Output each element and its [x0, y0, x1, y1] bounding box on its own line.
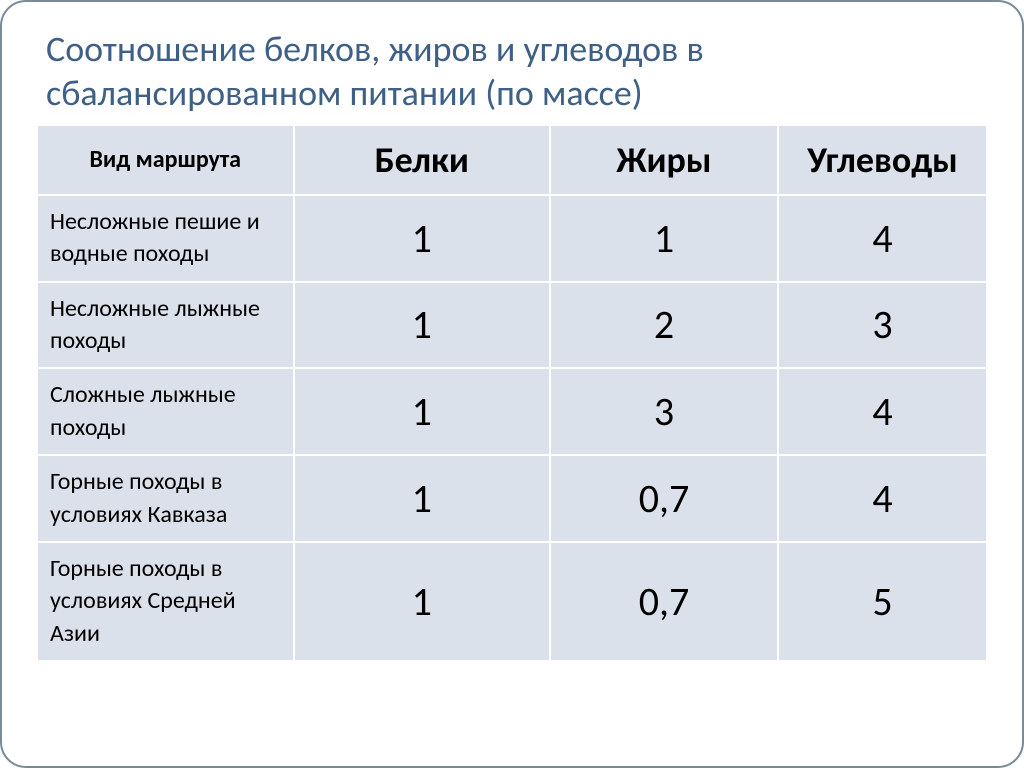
- col-header-fat: Жиры: [550, 125, 778, 195]
- cell-fat: 3: [550, 368, 778, 455]
- cell-protein: 1: [294, 195, 551, 282]
- row-label: Несложные лыжные походы: [37, 282, 294, 369]
- table-row: Горные походы в условиях Средней Азии 1 …: [37, 542, 987, 661]
- page-title: Соотношение белков, жиров и углеводов в …: [36, 28, 988, 116]
- cell-fat: 1: [550, 195, 778, 282]
- cell-carb: 4: [778, 368, 987, 455]
- table-row: Несложные лыжные походы 1 2 3: [37, 282, 987, 369]
- cell-protein: 1: [294, 368, 551, 455]
- row-label: Несложные пешие и водные походы: [37, 195, 294, 282]
- cell-fat: 0,7: [550, 455, 778, 542]
- col-header-carb: Углеводы: [778, 125, 987, 195]
- table-row: Сложные лыжные походы 1 3 4: [37, 368, 987, 455]
- cell-protein: 1: [294, 282, 551, 369]
- nutrition-ratio-table: Вид маршрута Белки Жиры Углеводы Несложн…: [36, 124, 988, 662]
- row-label: Сложные лыжные походы: [37, 368, 294, 455]
- table-row: Несложные пешие и водные походы 1 1 4: [37, 195, 987, 282]
- cell-protein: 1: [294, 542, 551, 661]
- col-header-protein: Белки: [294, 125, 551, 195]
- cell-carb: 5: [778, 542, 987, 661]
- cell-fat: 2: [550, 282, 778, 369]
- cell-fat: 0,7: [550, 542, 778, 661]
- slide-frame: Соотношение белков, жиров и углеводов в …: [0, 0, 1024, 768]
- cell-carb: 4: [778, 195, 987, 282]
- row-label: Горные походы в условиях Кавказа: [37, 455, 294, 542]
- cell-protein: 1: [294, 455, 551, 542]
- cell-carb: 3: [778, 282, 987, 369]
- cell-carb: 4: [778, 455, 987, 542]
- table-header-row: Вид маршрута Белки Жиры Углеводы: [37, 125, 987, 195]
- table-row: Горные походы в условиях Кавказа 1 0,7 4: [37, 455, 987, 542]
- row-label: Горные походы в условиях Средней Азии: [37, 542, 294, 661]
- col-header-route: Вид маршрута: [37, 125, 294, 195]
